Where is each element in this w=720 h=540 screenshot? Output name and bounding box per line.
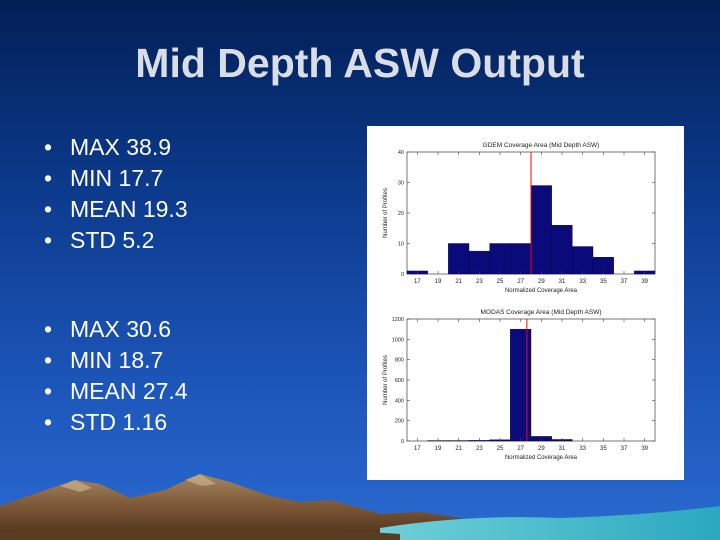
chart-1-y-tick-label: 0 <box>401 272 404 278</box>
chart-2-y-tick-label: 0 <box>401 439 404 445</box>
stats-item-text: MAX 38.9 <box>70 134 171 160</box>
chart-1-x-tick-label: 31 <box>559 279 566 285</box>
chart-2-x-tick-label: 29 <box>538 446 545 452</box>
stats-item-text: MAX 30.6 <box>70 316 171 342</box>
stats-list-modas: • MAX 30.6 • MIN 18.7 • MEAN 27.4 • STD 1.16 <box>44 314 188 438</box>
chart-2-y-tick-label: 800 <box>395 358 404 364</box>
chart-2-y-tick-label: 1200 <box>392 317 404 323</box>
chart-2-title: MODAS Coverage Area (Mid Depth ASW) <box>480 309 601 316</box>
chart-1-x-tick-label: 23 <box>476 279 483 285</box>
bullet-icon: • <box>44 227 53 253</box>
bullet-icon: • <box>44 409 53 435</box>
stats-item-text: STD 1.16 <box>70 409 168 435</box>
stats-item-text: MIN 17.7 <box>70 165 164 191</box>
histogram-charts: GDEM Coverage Area (Mid Depth ASW) 17 19 21… <box>383 142 656 461</box>
chart-2-x-tick-label: 27 <box>517 446 524 452</box>
stats-item: • STD 1.16 <box>44 407 188 438</box>
chart-1-bar <box>448 243 470 275</box>
chart-1-title: GDEM Coverage Area (Mid Depth ASW) <box>483 142 600 149</box>
bullet-icon: • <box>44 165 53 191</box>
chart-1-bar <box>510 243 532 275</box>
bullet-icon: • <box>44 134 53 160</box>
bullet-icon: • <box>44 196 53 222</box>
stats-item: • MAX 30.6 <box>44 314 188 345</box>
chart-1-y-tick-label: 40 <box>398 150 404 156</box>
chart-1-x-tick-label: 33 <box>579 279 586 285</box>
chart-2-x-tick-label: 19 <box>435 446 442 452</box>
stats-item-text: MEAN 19.3 <box>70 196 188 222</box>
chart-1-x-tick-label: 39 <box>641 279 648 285</box>
mountain-landscape-decoration <box>0 474 720 540</box>
chart-2-x-tick-label: 33 <box>579 446 586 452</box>
chart-2-x-axis-label: Normalized Coverage Area <box>505 455 578 461</box>
histogram-panel: GDEM Coverage Area (Mid Depth ASW) 17 19 21… <box>367 126 684 480</box>
stats-item: • MIN 17.7 <box>44 163 188 194</box>
chart-2-y-tick-label: 200 <box>395 419 404 425</box>
bullet-icon: • <box>44 378 53 404</box>
stats-item-text: STD 5.2 <box>70 227 155 253</box>
chart-2-x-tick-label: 17 <box>414 446 421 452</box>
chart-2-y-tick-label: 1000 <box>392 337 404 343</box>
chart-1-bar <box>530 185 552 275</box>
chart-1-x-tick-label: 21 <box>455 279 462 285</box>
chart-2-x-tick-label: 37 <box>621 446 628 452</box>
chart-1-x-tick-label: 17 <box>414 279 421 285</box>
chart-1-y-tick-label: 30 <box>398 181 404 187</box>
stats-item: • MEAN 19.3 <box>44 194 188 225</box>
chart-2-x-tick-label: 23 <box>476 446 483 452</box>
chart-1-y-tick-label: 20 <box>398 211 404 217</box>
stats-item-text: MEAN 27.4 <box>70 378 188 404</box>
chart-2-x-tick-label: 31 <box>559 446 566 452</box>
chart-2-x-tick-label: 25 <box>497 446 504 452</box>
chart-1-x-tick-label: 27 <box>517 279 524 285</box>
chart-1-x-tick-label: 25 <box>497 279 504 285</box>
bullet-icon: • <box>44 316 53 342</box>
slide-title: Mid Depth ASW Output <box>135 40 585 86</box>
stats-list-gdem: • MAX 38.9 • MIN 17.7 • MEAN 19.3 • STD 5.2 <box>44 132 188 256</box>
stats-item-text: MIN 18.7 <box>70 347 164 373</box>
chart-1-bar <box>551 224 573 275</box>
stats-item: • MEAN 27.4 <box>44 376 188 407</box>
chart-1-bar <box>572 246 594 275</box>
chart-1-x-tick-label: 19 <box>435 279 442 285</box>
chart-1-x-axis-label: Normalized Coverage Area <box>505 288 578 294</box>
chart-2-x-tick-label: 35 <box>600 446 607 452</box>
chart-2-x-tick-label: 39 <box>641 446 648 452</box>
chart-1-x-tick-label: 35 <box>600 279 607 285</box>
bullet-icon: • <box>44 347 53 373</box>
stats-item: • MAX 38.9 <box>44 132 188 163</box>
chart-2-y-axis-label: Number of Profiles <box>383 355 389 405</box>
chart-1-bar <box>489 243 511 275</box>
chart-2-bar <box>510 328 532 442</box>
chart-2-x-tick-label: 21 <box>455 446 462 452</box>
chart-1-bar <box>468 250 490 275</box>
chart-1-x-tick-label: 37 <box>621 279 628 285</box>
stats-item: • STD 5.2 <box>44 225 188 256</box>
stats-item: • MIN 18.7 <box>44 345 188 376</box>
chart-1-y-axis-label: Number of Profiles <box>383 188 389 238</box>
chart-2-y-tick-label: 600 <box>395 378 404 384</box>
chart-2-y-tick-label: 400 <box>395 398 404 404</box>
chart-1-x-tick-label: 29 <box>538 279 545 285</box>
chart-1-y-tick-label: 10 <box>398 242 404 248</box>
